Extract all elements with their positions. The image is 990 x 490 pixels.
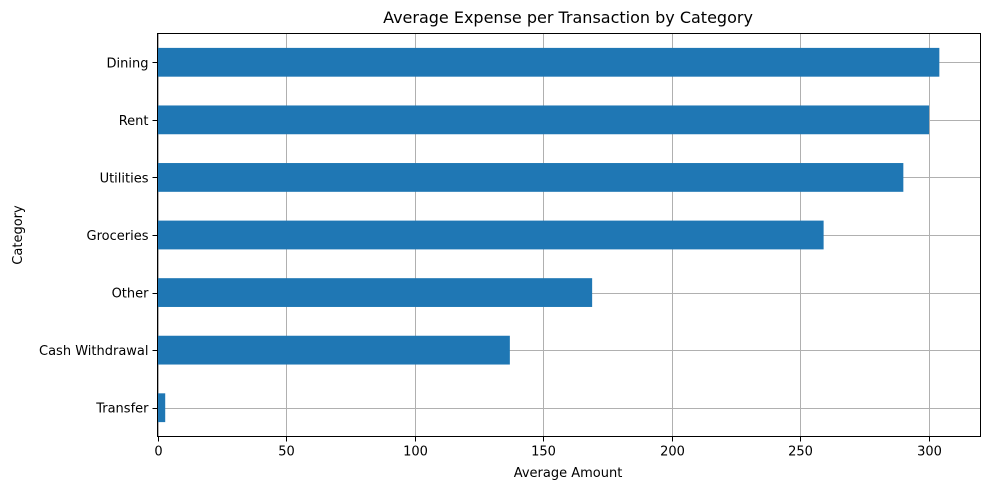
bar-utilities [157,163,904,192]
y-tick-label: Groceries [87,229,149,244]
bar-rent [157,105,930,135]
y-tick-label: Transfer [95,402,149,417]
bar-other [157,278,593,307]
x-tick-label: 0 [154,445,162,460]
x-tick-label: 100 [403,445,428,460]
bars [157,47,940,423]
x-tick-label: 50 [278,445,295,460]
y-tick-label: Dining [107,56,149,71]
y-axis: Dining Rent Utilities Groceries Other Cash Wi… [39,56,158,417]
bar-dining [157,47,940,77]
y-tick-label: Utilities [100,171,149,186]
x-tick-label: 300 [917,445,942,460]
bar-cash-withdrawal [157,335,510,365]
x-axis: 0 50 100 150 200 250 300 [154,436,942,460]
bar-transfer [157,393,166,423]
x-tick-label: 250 [788,445,813,460]
x-tick-label: 150 [531,445,556,460]
y-axis-title: Category [11,205,26,265]
x-tick-label: 200 [660,445,685,460]
bar-groceries [157,220,824,250]
chart-title: Average Expense per Transaction by Categ… [383,8,753,27]
y-tick-label: Rent [119,114,149,129]
y-tick-label: Other [112,287,150,302]
x-axis-title: Average Amount [514,466,623,481]
y-tick-label: Cash Withdrawal [39,344,148,359]
